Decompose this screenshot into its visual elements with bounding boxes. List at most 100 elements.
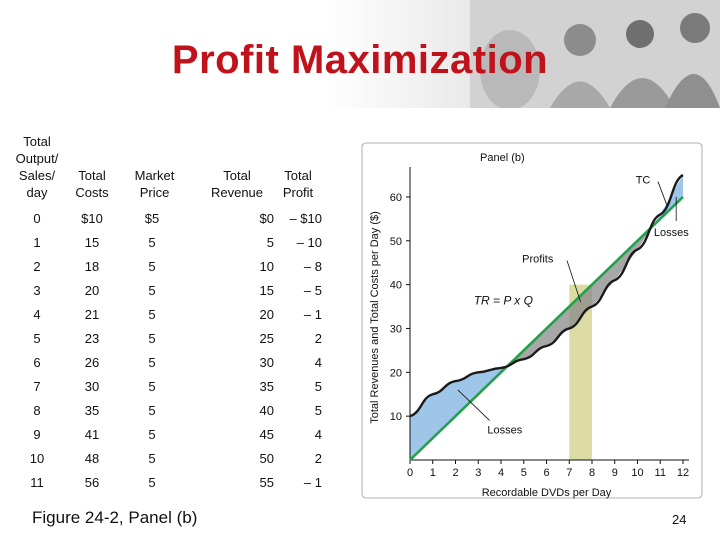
cell-output: 8 — [33, 403, 41, 418]
table-row: 0 $10 $5 $0 – $10 — [12, 207, 332, 231]
x-tick-label: 8 — [589, 467, 595, 479]
x-tick-label: 1 — [430, 467, 436, 479]
cell-total-revenue: 40 — [259, 403, 274, 418]
page-number: 24 — [672, 512, 687, 527]
slide-title: Profit Maximization — [171, 38, 549, 82]
cell-total-revenue: $0 — [259, 211, 274, 226]
cell-total-profit: 5 — [314, 379, 322, 394]
cell-total-profit: – 8 — [303, 259, 322, 274]
y-tick-label: 40 — [390, 280, 402, 292]
header-total-revenue: Total Revenue — [210, 168, 264, 200]
y-tick-label: 10 — [390, 411, 402, 423]
table-row: 4 21 5 20 – 1 — [12, 303, 332, 327]
tr-label: TR = P x Q — [474, 293, 533, 307]
cell-total-costs: 56 — [84, 475, 100, 490]
cell-market-price: 5 — [148, 475, 156, 490]
cell-total-profit: 2 — [314, 331, 322, 346]
x-tick-label: 11 — [655, 467, 666, 479]
table-row: 5 23 5 25 2 — [12, 327, 332, 351]
table-row: 6 26 5 30 4 — [12, 351, 332, 375]
y-tick-label: 20 — [390, 367, 402, 379]
cell-total-profit: – 1 — [303, 307, 322, 322]
cell-market-price: 5 — [148, 283, 156, 298]
cell-market-price: $5 — [144, 211, 160, 226]
cell-output: 2 — [33, 259, 41, 274]
cell-total-profit: – 1 — [303, 475, 322, 490]
table-row: 9 41 5 45 4 — [12, 423, 332, 447]
banner-photo — [470, 0, 720, 108]
x-tick-label: 7 — [566, 467, 572, 479]
cell-total-revenue: 50 — [259, 451, 274, 466]
cell-total-costs: 18 — [84, 259, 100, 274]
cell-total-profit: 5 — [314, 403, 322, 418]
profits-label: Profits — [522, 253, 554, 265]
cell-total-revenue: 25 — [259, 331, 274, 346]
y-tick-label: 50 — [390, 236, 402, 248]
header-output: Total Output/ Sales/ day — [15, 134, 59, 200]
tc-curve — [409, 173, 684, 418]
header-total-profit: Total Profit — [282, 168, 314, 200]
table-header: Total Output/ Sales/ day Total Costs Mar… — [12, 133, 332, 200]
cell-total-revenue: 35 — [259, 379, 274, 394]
cell-market-price: 5 — [148, 403, 156, 418]
cell-total-revenue: 20 — [259, 307, 274, 322]
cell-total-costs: 30 — [84, 379, 100, 394]
cell-market-price: 5 — [148, 307, 156, 322]
x-tick-label: 4 — [498, 467, 504, 479]
cell-total-costs: 48 — [84, 451, 100, 466]
panel-frame — [361, 142, 703, 499]
header-total-costs: Total Costs — [75, 168, 109, 200]
y-axis-label: Total Revenues and Total Costs per Day (… — [369, 211, 381, 424]
cell-market-price: 5 — [148, 451, 156, 466]
y-tick-label: 60 — [390, 192, 402, 204]
cell-total-profit: 4 — [314, 355, 322, 370]
cell-total-costs: 35 — [84, 403, 100, 418]
table-row: 1 15 5 5 – 10 — [12, 231, 332, 255]
cell-output: 11 — [30, 475, 44, 490]
tr-line — [409, 195, 684, 461]
table-row: 2 18 5 10 – 8 — [12, 255, 332, 279]
cell-total-profit: – $10 — [289, 211, 322, 226]
x-tick-label: 10 — [631, 467, 643, 479]
cell-market-price: 5 — [148, 331, 156, 346]
cell-market-price: 5 — [148, 259, 156, 274]
x-tick-label: 9 — [612, 467, 618, 479]
cell-total-revenue: 45 — [259, 427, 274, 442]
tc-label-pointer — [657, 181, 668, 206]
x-tick-label: 6 — [543, 467, 549, 479]
x-tick-label: 12 — [677, 467, 689, 479]
cell-total-revenue: 30 — [259, 355, 274, 370]
cell-total-revenue: 15 — [259, 283, 274, 298]
table-row: 10 48 5 50 2 — [12, 447, 332, 471]
figure-caption: Figure 24-2, Panel (b) — [32, 508, 198, 527]
cell-output: 7 — [33, 379, 41, 394]
cell-total-profit: – 5 — [303, 283, 322, 298]
cell-output: 4 — [33, 307, 41, 322]
cell-output: 10 — [29, 451, 45, 466]
cell-total-revenue: 10 — [259, 259, 274, 274]
profits-pointer — [566, 260, 582, 303]
cell-total-costs: 41 — [84, 427, 100, 442]
cell-market-price: 5 — [148, 427, 156, 442]
cell-total-costs: $10 — [81, 211, 103, 226]
cell-total-costs: 20 — [84, 283, 100, 298]
y-tick-label: 30 — [390, 323, 402, 335]
losses-low-pointer — [457, 389, 490, 421]
cell-output: 9 — [33, 427, 41, 442]
table-row: 7 30 5 35 5 — [12, 375, 332, 399]
x-axis-label: Recordable DVDs per Day — [482, 487, 612, 499]
cell-output: 3 — [33, 283, 41, 298]
cell-output: 0 — [33, 211, 41, 226]
header-market-price: Market Price — [134, 168, 175, 200]
table-row: 8 35 5 40 5 — [12, 399, 332, 423]
x-tick-label: 3 — [475, 467, 481, 479]
losses-label-high: Losses — [654, 227, 689, 239]
table-row: 11 56 5 55– 1 — [12, 471, 332, 495]
cell-total-costs: 26 — [84, 355, 100, 370]
panel-label: Panel (b) — [480, 152, 525, 164]
cell-output: 6 — [33, 355, 41, 370]
cell-total-costs: 23 — [84, 331, 100, 346]
x-tick-label: 5 — [521, 467, 527, 479]
table-row: 3 20 5 15 – 5 — [12, 279, 332, 303]
cell-total-costs: 15 — [84, 235, 100, 250]
